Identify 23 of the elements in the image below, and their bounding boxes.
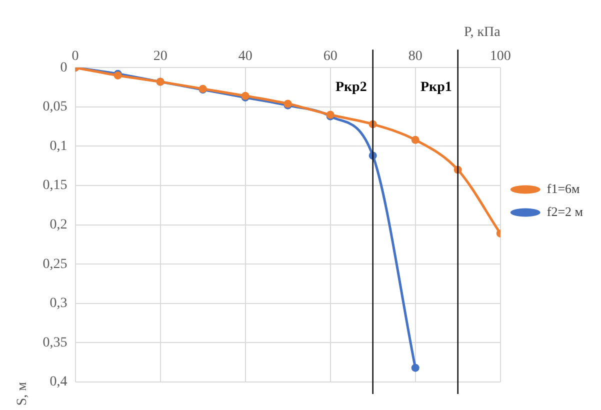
point <box>411 364 420 372</box>
y-tick-label: 0,35 <box>42 335 68 350</box>
legend-label: f2=2 м <box>546 204 584 219</box>
legend-label: f1=6м <box>546 180 580 196</box>
x-tick-label: 20 <box>153 48 168 64</box>
y-tick-label: 0,2 <box>50 217 68 232</box>
ref-line-label: Ркр1 <box>420 80 452 96</box>
ref-line-label: Ркр2 <box>335 80 367 96</box>
y-tick-label: 0,05 <box>42 100 68 115</box>
y-tick-label: 0,1 <box>50 138 68 154</box>
y-tick-label: 0,15 <box>42 178 68 194</box>
x-tick-label: 40 <box>238 48 252 64</box>
x-tick-label: 100 <box>490 48 511 64</box>
point <box>411 136 420 144</box>
x-tick-label: 60 <box>323 48 338 64</box>
y-tick-label: 0,4 <box>50 374 68 390</box>
y-tick-label: 0,3 <box>50 296 68 312</box>
y-axis-title: S, м <box>15 382 30 406</box>
x-tick-label: 80 <box>408 48 422 64</box>
y-tick-label: 0 <box>60 60 68 76</box>
x-axis-title: P, кПа <box>464 25 502 40</box>
x-tick-label: 0 <box>72 48 79 64</box>
y-tick-label: 0,25 <box>42 256 68 272</box>
